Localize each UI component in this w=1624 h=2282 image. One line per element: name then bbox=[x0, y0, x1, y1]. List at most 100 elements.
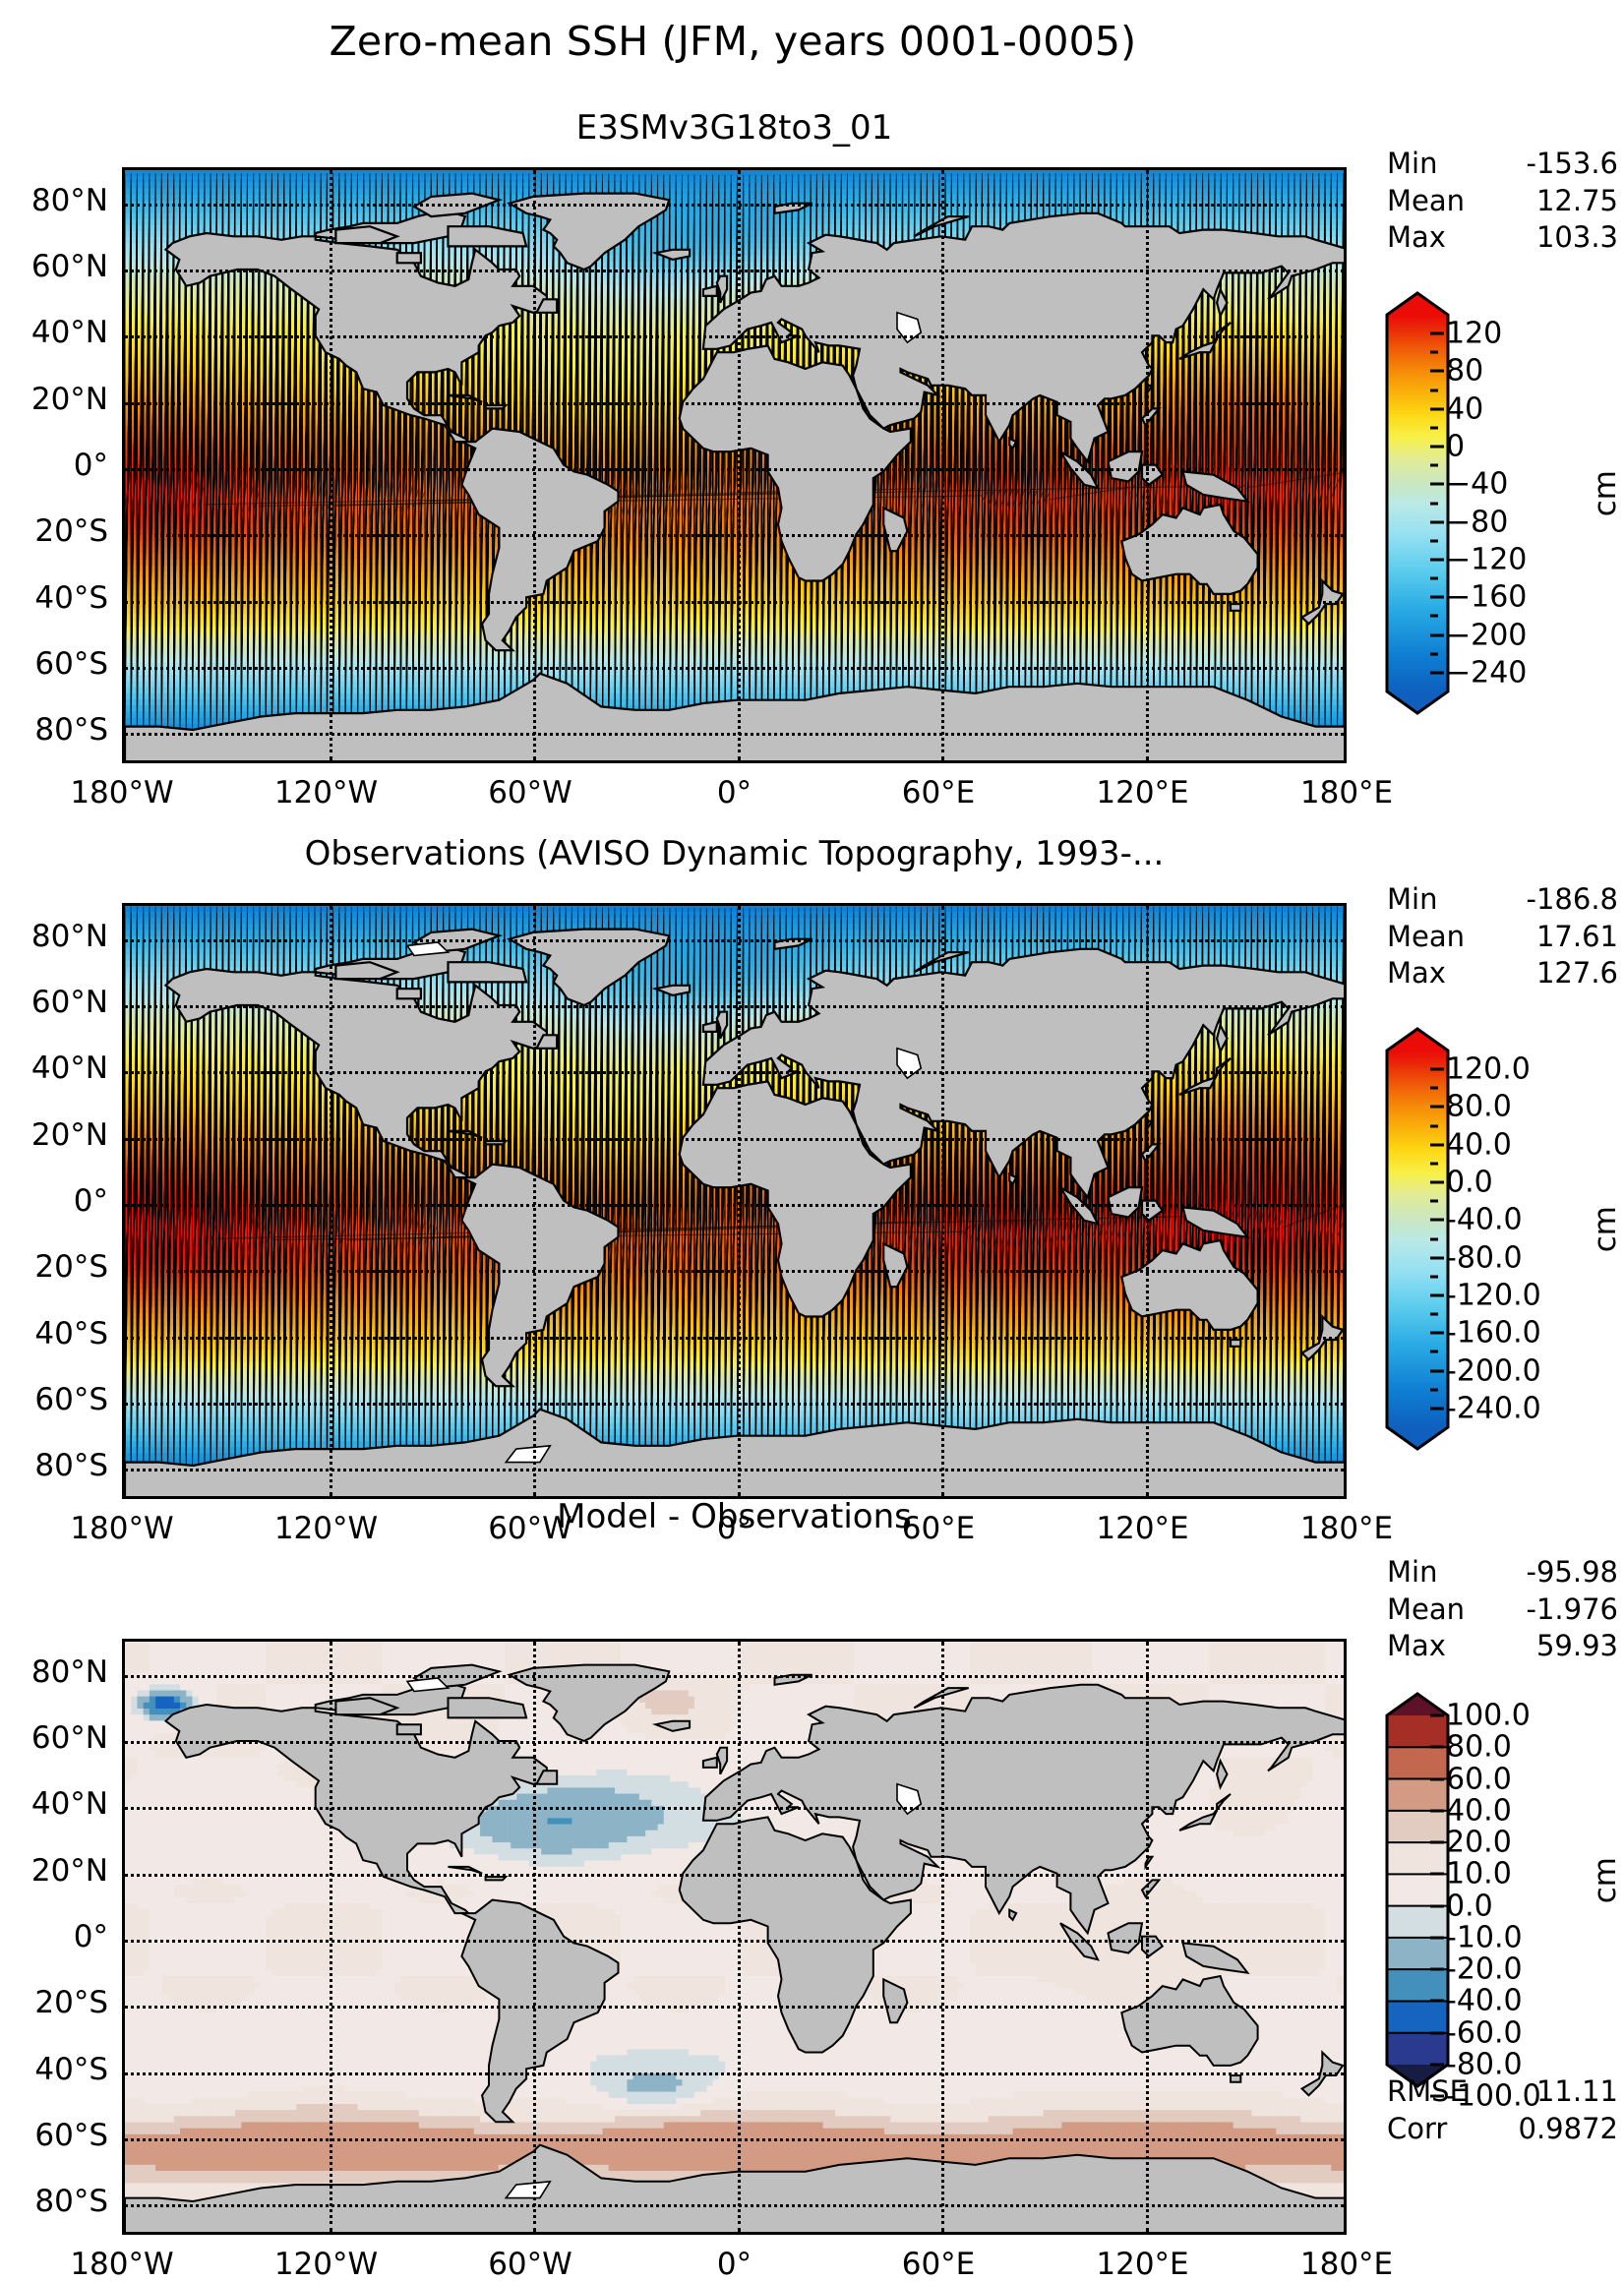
ytick-label: 60°S bbox=[34, 1382, 108, 1417]
colorbar-tick-label: -200.0 bbox=[1446, 1353, 1541, 1388]
ytick-label: 20°S bbox=[34, 1985, 108, 2020]
stat-value: 17.61 bbox=[1536, 919, 1618, 956]
colorbar-tick-label: −120 bbox=[1446, 542, 1527, 576]
colorbar-tick-label: 20.0 bbox=[1446, 1826, 1512, 1860]
xtick-label: 120°W bbox=[274, 1511, 378, 1546]
xtick-label: 60°W bbox=[488, 1511, 572, 1546]
stat-value: -95.98 bbox=[1527, 1554, 1619, 1591]
ytick-label: 40°S bbox=[34, 580, 108, 616]
xtick-label: 60°E bbox=[902, 2247, 976, 2282]
colorbar-unit-label: cm bbox=[1588, 470, 1623, 516]
ytick-label: 0° bbox=[74, 448, 108, 483]
xtick-label: 120°E bbox=[1096, 1511, 1188, 1546]
colorbar-minor-tick bbox=[1430, 1237, 1438, 1240]
map-difference[interactable] bbox=[122, 1639, 1347, 2235]
ytick-label: 40°N bbox=[31, 1786, 108, 1822]
colorbar-minor-tick bbox=[1430, 1162, 1438, 1165]
colorbar-tick-label: 0.0 bbox=[1446, 1166, 1493, 1200]
stat-label: Mean bbox=[1387, 919, 1465, 956]
colorbar-tick-label: -20.0 bbox=[1446, 1952, 1523, 1987]
map-model[interactable] bbox=[122, 167, 1347, 763]
colorbar-minor-tick bbox=[1430, 1351, 1438, 1353]
ytick-label: 20°S bbox=[34, 513, 108, 549]
colorbar-minor-tick bbox=[1430, 464, 1438, 467]
colorbar-minor-tick bbox=[1430, 1275, 1438, 1278]
stat-label: Mean bbox=[1387, 183, 1465, 220]
colorbar-tick bbox=[1430, 1143, 1444, 1146]
colorbar-minor-tick bbox=[1430, 426, 1438, 429]
colorbar-tick-label: 120 bbox=[1446, 317, 1502, 351]
colorbar-tick bbox=[1430, 370, 1444, 373]
score-value: 11.11 bbox=[1536, 2073, 1618, 2111]
colorbar-tick-label: 40.0 bbox=[1446, 1127, 1512, 1162]
stat-value: 12.75 bbox=[1536, 183, 1618, 220]
colorbar-tick bbox=[1430, 558, 1444, 561]
xtick-label: 180°E bbox=[1300, 1511, 1393, 1546]
colorbar-tick bbox=[1430, 1181, 1444, 1184]
xtick-label: 120°E bbox=[1096, 2247, 1188, 2282]
ytick-label: 80°N bbox=[31, 1654, 108, 1690]
stat-value: -153.6 bbox=[1527, 146, 1619, 183]
colorbar-minor-tick bbox=[1430, 1124, 1438, 1127]
colorbar-tick bbox=[1430, 1068, 1444, 1071]
colorbar-tick-label: 100.0 bbox=[1446, 1699, 1531, 1733]
xtick-label: 120°W bbox=[274, 775, 378, 811]
colorbar-minor-tick bbox=[1430, 1200, 1438, 1203]
xtick-label: 60°E bbox=[902, 775, 976, 811]
ytick-label: 20°N bbox=[31, 1853, 108, 1889]
colorbar-tick bbox=[1430, 1714, 1444, 1717]
stat-value: 103.3 bbox=[1536, 219, 1618, 257]
colorbar-minor-tick bbox=[1430, 389, 1438, 391]
stat-label: Mean bbox=[1387, 1591, 1465, 1629]
figure-suptitle: Zero-mean SSH (JFM, years 0001-0005) bbox=[0, 18, 1466, 65]
xtick-label: 180°E bbox=[1300, 775, 1393, 811]
xtick-label: 120°E bbox=[1096, 775, 1188, 811]
colorbar-tick-label: -60.0 bbox=[1446, 2015, 1523, 2050]
xtick-label: 60°E bbox=[902, 1511, 976, 1546]
colorbar-minor-tick bbox=[1430, 351, 1438, 354]
colorbar-tick-label: 0 bbox=[1446, 430, 1465, 464]
colorbar-tick bbox=[1430, 1746, 1444, 1749]
colorbar-tick-label: −160 bbox=[1446, 580, 1527, 615]
colorbar-tick-label: −200 bbox=[1446, 618, 1527, 652]
panel-title-observations: Observations (AVISO Dynamic Topography, … bbox=[122, 834, 1347, 873]
colorbar-tick-label: 80 bbox=[1446, 354, 1483, 389]
colorbar-unit-label: cm bbox=[1588, 1206, 1623, 1252]
colorbar-tick-label: -240.0 bbox=[1446, 1391, 1541, 1425]
colorbar-tick bbox=[1430, 1106, 1444, 1109]
colorbar-tick-label: 40 bbox=[1446, 391, 1483, 426]
colorbar-swatch bbox=[1385, 1692, 1450, 2088]
ytick-label: 60°N bbox=[31, 1720, 108, 1756]
colorbar-tick bbox=[1430, 1936, 1444, 1939]
colorbar-minor-tick bbox=[1430, 1388, 1438, 1391]
colorbar-minor-tick bbox=[1430, 615, 1438, 618]
colorbar-tick bbox=[1430, 1904, 1444, 1907]
stat-row: Min -186.8 bbox=[1387, 881, 1618, 919]
colorbar-tick bbox=[1430, 2031, 1444, 2034]
stat-label: Max bbox=[1387, 1628, 1446, 1665]
colorbar-tick bbox=[1430, 1968, 1444, 1971]
stat-row: Mean-1.976 bbox=[1387, 1591, 1618, 1629]
ytick-label: 0° bbox=[74, 1919, 108, 1954]
xtick-label: 0° bbox=[717, 1511, 752, 1546]
stat-label: Min bbox=[1387, 146, 1437, 183]
xtick-label: 180°W bbox=[70, 2247, 173, 2282]
stat-label: Min bbox=[1387, 881, 1437, 919]
xtick-label: 60°W bbox=[488, 775, 572, 811]
colorbar-tick bbox=[1430, 1809, 1444, 1812]
colorbar-tick-label: 0.0 bbox=[1446, 1889, 1493, 1923]
stat-row: Min -153.6 bbox=[1387, 146, 1618, 183]
colorbar-tick-label: 60.0 bbox=[1446, 1762, 1512, 1796]
ytick-label: 80°S bbox=[34, 1448, 108, 1483]
map-observations[interactable] bbox=[122, 903, 1347, 1499]
stat-value: -186.8 bbox=[1527, 881, 1619, 919]
colorbar-minor-tick bbox=[1430, 652, 1438, 655]
